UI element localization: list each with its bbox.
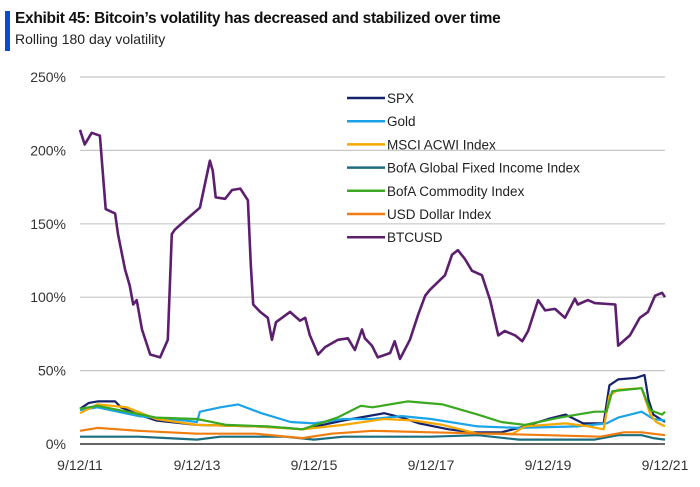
x-axis-ticks: 9/12/11 9/12/13 9/12/15 9/12/17 9/12/19 9/12/… xyxy=(57,457,688,473)
legend-item: USD Dollar Index xyxy=(347,207,492,222)
series-line-gold xyxy=(79,403,666,429)
legend-item: SPX xyxy=(347,91,414,106)
legend-label: SPX xyxy=(387,91,414,106)
legend-label: USD Dollar Index xyxy=(387,207,492,222)
legend-label: Gold xyxy=(387,114,416,129)
y-tick-label: 200% xyxy=(30,142,66,158)
legend-item: BofA Global Fixed Income Index xyxy=(347,161,580,176)
gridlines xyxy=(80,76,665,445)
y-tick-label: 50% xyxy=(38,363,66,379)
series-line-btcusd xyxy=(78,129,667,361)
y-axis-ticks: 0% 50% 100% 150% 200% 250% xyxy=(30,69,66,452)
legend-label: BTCUSD xyxy=(387,230,443,245)
series-line-bofa-global-fixed-income-index xyxy=(80,434,666,441)
series-lines xyxy=(78,129,667,441)
legend-label: MSCI ACWI Index xyxy=(387,137,496,152)
x-tick-label: 9/12/11 xyxy=(57,457,103,473)
title-accent-bar xyxy=(5,11,10,51)
legend-label: BofA Global Fixed Income Index xyxy=(387,161,580,176)
y-tick-label: 250% xyxy=(30,69,66,85)
legend-item: MSCI ACWI Index xyxy=(347,137,496,152)
legend-label: BofA Commodity Index xyxy=(387,184,525,199)
x-tick-label: 9/12/15 xyxy=(291,457,338,473)
legend: SPX Gold MSCI ACWI Index BofA Global Fixed … xyxy=(347,91,580,245)
series-line-usd-dollar-index xyxy=(79,426,666,440)
x-tick-label: 9/12/17 xyxy=(408,457,455,473)
x-tick-label: 9/12/19 xyxy=(525,457,572,473)
chart-subtitle: Rolling 180 day volatility xyxy=(15,31,166,47)
chart-title: Exhibit 45: Bitcoin’s volatility has dec… xyxy=(15,10,501,27)
legend-item: BofA Commodity Index xyxy=(347,184,525,199)
y-tick-label: 150% xyxy=(30,216,66,232)
y-tick-label: 100% xyxy=(30,289,66,305)
legend-item: Gold xyxy=(347,114,416,129)
series-line-bofa-commodity-index xyxy=(79,387,666,431)
x-tick-label: 9/12/13 xyxy=(174,457,221,473)
y-tick-label: 0% xyxy=(46,436,66,452)
legend-item: BTCUSD xyxy=(347,230,443,245)
x-tick-label: 9/12/21 xyxy=(642,457,689,473)
series-line-spx xyxy=(79,373,666,434)
